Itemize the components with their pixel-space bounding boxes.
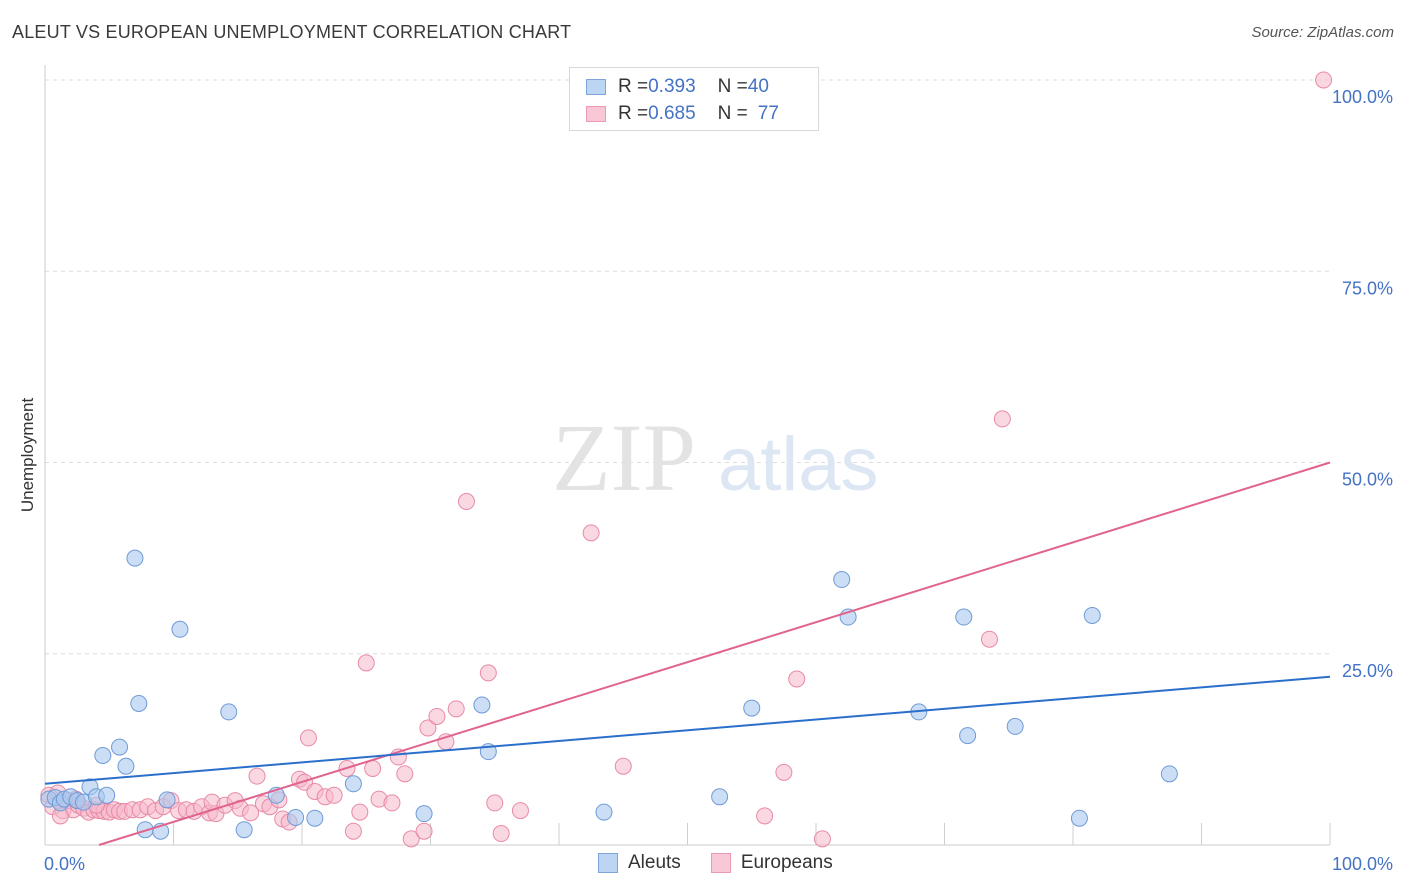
aleuts-point: [158, 791, 176, 809]
aleuts-point: [1006, 717, 1024, 735]
aleuts-point: [344, 775, 362, 793]
aleuts-point: [220, 703, 238, 721]
europeans-point: [993, 410, 1011, 428]
trend-lines: [44, 461, 1331, 846]
r-label: R =: [618, 76, 649, 97]
europeans-legend-swatch: [710, 853, 731, 873]
europeans-point: [415, 822, 433, 840]
europeans-point: [248, 767, 266, 785]
europeans-point: [614, 757, 632, 775]
aleuts-point: [130, 694, 148, 712]
aleuts-point: [959, 727, 977, 745]
aleuts-point: [1160, 765, 1178, 783]
europeans-point: [299, 729, 317, 747]
aleuts-point: [1070, 809, 1088, 827]
aleuts-point: [235, 821, 253, 839]
r-label: R =: [618, 103, 649, 124]
europeans-point: [511, 802, 529, 820]
aleuts-point: [94, 746, 112, 764]
europeans-point: [447, 700, 465, 718]
aleuts-points: [40, 549, 1178, 840]
aleuts-point: [287, 808, 305, 826]
aleuts-point: [111, 738, 129, 756]
aleuts-point: [126, 549, 144, 567]
legend-item-aleuts: Aleuts: [598, 852, 681, 874]
aleuts-point: [473, 696, 491, 714]
europeans-point: [419, 719, 437, 737]
europeans-point: [325, 786, 343, 804]
legend-row-aleuts: R = 0.393 N = 40: [586, 75, 769, 99]
europeans-point: [813, 830, 831, 848]
legend-row-europeans: R = 0.685 N = 77: [586, 102, 779, 126]
watermark-atlas: atlas: [718, 422, 879, 507]
aleuts-point: [306, 809, 324, 827]
europeans-legend-label: Europeans: [740, 852, 833, 873]
europeans-point: [486, 794, 504, 812]
x-tick-label: 0.0%: [44, 854, 85, 874]
aleuts-point: [117, 757, 135, 775]
europeans-swatch: [586, 106, 606, 122]
y-tick-label: 75.0%: [1342, 278, 1393, 298]
n-label: N =: [717, 103, 748, 124]
europeans-point: [756, 807, 774, 825]
europeans-point: [344, 822, 362, 840]
aleuts-point: [171, 620, 189, 638]
aleuts-swatch: [586, 79, 606, 95]
aleuts-trend-line: [44, 675, 1331, 785]
europeans-point: [364, 760, 382, 777]
europeans-point: [351, 803, 369, 821]
europeans-point: [479, 664, 497, 682]
r-value: 0.393: [648, 76, 696, 97]
aleuts-point: [833, 571, 851, 589]
n-label: N =: [717, 76, 748, 97]
aleuts-point: [415, 805, 433, 823]
europeans-point: [492, 825, 510, 843]
europeans-point: [383, 794, 401, 812]
aleuts-legend-swatch: [598, 853, 618, 873]
europeans-point: [242, 804, 260, 822]
aleuts-point: [711, 788, 729, 806]
tick-labels: 25.0% 50.0% 75.0% 100.0% 0.0% 100.0%: [44, 87, 1393, 874]
series-legend: Aleuts Europeans: [598, 852, 863, 874]
chart-title: ALEUT VS EUROPEAN UNEMPLOYMENT CORRELATI…: [12, 22, 572, 42]
europeans-point: [457, 493, 475, 511]
europeans-point: [1315, 71, 1333, 89]
x-tick-label: 100.0%: [1332, 854, 1393, 874]
y-tick-label: 50.0%: [1342, 470, 1393, 490]
r-value: 0.685: [648, 103, 696, 124]
europeans-point: [582, 524, 600, 542]
europeans-point: [396, 765, 414, 783]
aleuts-point: [1083, 607, 1101, 624]
aleuts-point: [595, 803, 613, 821]
europeans-point: [357, 654, 375, 672]
aleuts-point: [743, 699, 761, 717]
y-tick-label: 25.0%: [1342, 661, 1393, 681]
n-value: 77: [757, 103, 779, 124]
correlation-legend: R = 0.393 N = 40 R = 0.685 N = 77: [569, 67, 819, 131]
axes: [44, 65, 1330, 846]
source-label: Source: ZipAtlas.com: [1251, 24, 1394, 41]
watermark-zip: ZIP: [552, 404, 696, 511]
europeans-point: [788, 670, 806, 688]
y-tick-label: 100.0%: [1332, 87, 1393, 107]
europeans-trend-line: [98, 461, 1331, 846]
europeans-point: [428, 707, 446, 725]
aleuts-point: [955, 608, 973, 626]
legend-item-europeans: Europeans: [710, 852, 833, 874]
europeans-point: [775, 763, 793, 781]
europeans-point: [980, 630, 998, 648]
europeans-point: [402, 830, 420, 848]
aleuts-point: [98, 786, 116, 804]
aleuts-legend-label: Aleuts: [628, 852, 681, 873]
n-value: 40: [747, 76, 769, 97]
